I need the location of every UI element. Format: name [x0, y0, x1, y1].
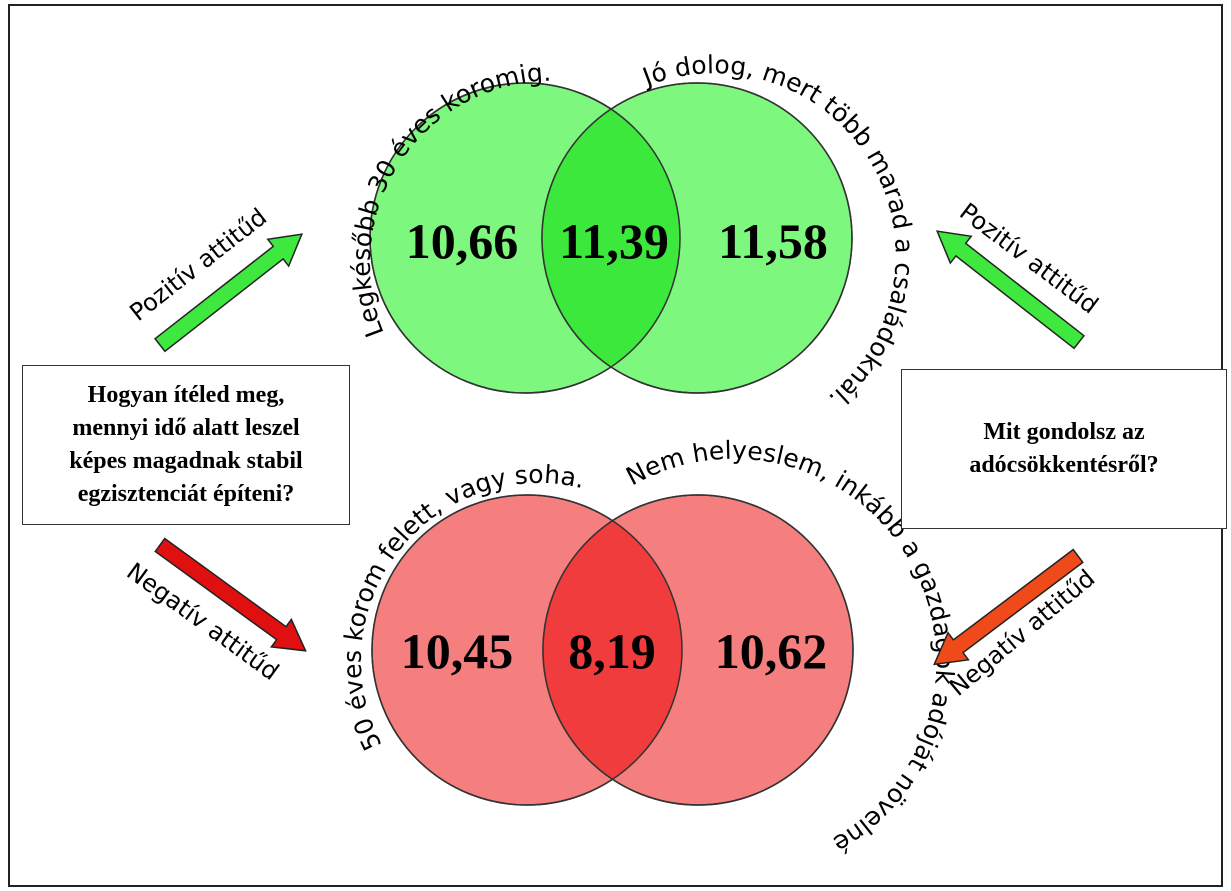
arrow-up-left-icon — [935, 230, 1085, 350]
arrow-bottom-left: Negatív attitűd — [121, 537, 307, 686]
positive-overlap-value: 11,39 — [559, 213, 669, 269]
left-question-line: Hogyan ítéled meg, — [87, 382, 285, 408]
left-question-line: egzisztenciát építeni? — [77, 481, 295, 507]
negative-overlap — [543, 495, 682, 805]
left-question-line: képes magadnak stabil — [69, 448, 303, 474]
positive-overlap — [542, 83, 680, 393]
arrow-up-right-icon — [154, 233, 304, 353]
negative-right-value: 10,62 — [715, 623, 828, 679]
negative-overlap-value: 8,19 — [568, 623, 656, 679]
right-question-line: adócsökkentésről? — [969, 452, 1159, 478]
arrow-top-right: Pozitív attitűd — [935, 197, 1103, 350]
positive-left-value: 10,66 — [406, 213, 519, 269]
right-question-box: Mit gondolsz az adócsökkentésről? — [901, 369, 1227, 529]
positive-venn: 10,66 11,39 11,58 Legkésőbb 30 éves koro… — [347, 50, 919, 415]
left-question-box: Hogyan ítéled meg, mennyi idő alatt lesz… — [22, 365, 350, 525]
positive-right-value: 11,58 — [718, 213, 828, 269]
arrow-down-right-icon — [154, 537, 307, 652]
left-question-line: mennyi idő alatt leszel — [72, 415, 300, 441]
negative-left-value: 10,45 — [401, 623, 514, 679]
arrow-top-left: Pozitív attitűd — [124, 203, 304, 353]
right-question-line: Mit gondolsz az — [983, 419, 1145, 445]
arrow-down-left-icon — [933, 548, 1084, 666]
